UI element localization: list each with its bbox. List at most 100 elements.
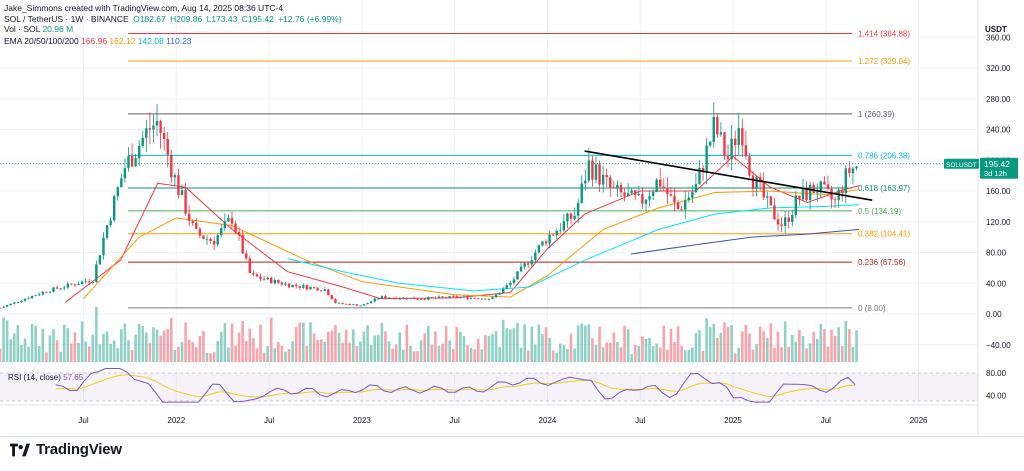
symbol-tag-text: SOLUSDT bbox=[946, 162, 977, 169]
rsi-ma-line bbox=[55, 374, 856, 398]
volume-bar bbox=[294, 327, 298, 362]
volume-bar bbox=[794, 341, 798, 362]
candle-body bbox=[312, 287, 316, 288]
volume-bar bbox=[708, 327, 712, 362]
volume-bar bbox=[291, 341, 294, 362]
volume-bar bbox=[773, 347, 776, 362]
volume-bar bbox=[148, 343, 152, 362]
candle-body bbox=[794, 195, 798, 215]
volume-bar bbox=[387, 341, 391, 362]
volume-bar bbox=[648, 337, 651, 362]
tradingview-brand[interactable]: TradingView bbox=[10, 441, 122, 458]
volume-bar bbox=[362, 331, 366, 362]
candle-body bbox=[502, 288, 505, 294]
candle-body bbox=[298, 286, 301, 288]
volume-bar bbox=[105, 331, 109, 362]
candle-body bbox=[755, 176, 758, 189]
volume-bar bbox=[198, 335, 202, 362]
grid bbox=[0, 0, 979, 436]
volume-bar bbox=[127, 340, 130, 362]
fib-label: 1 (260.39) bbox=[858, 110, 895, 119]
ema100-value: 142.08 bbox=[137, 36, 164, 46]
candle-body bbox=[48, 291, 52, 293]
candle-body bbox=[659, 179, 662, 187]
candle-body bbox=[295, 284, 298, 287]
candle-body bbox=[512, 279, 516, 283]
currency-label: USDT bbox=[985, 25, 1007, 34]
candle-body bbox=[576, 202, 580, 216]
volume-bar bbox=[676, 326, 680, 362]
rsi-tick: 80.00 bbox=[986, 369, 1007, 378]
fib-label: 0.382 (104.41) bbox=[858, 230, 910, 239]
volume-bar bbox=[341, 342, 344, 362]
candle-body bbox=[277, 279, 280, 283]
candle-body bbox=[666, 188, 669, 195]
candle-body bbox=[327, 289, 330, 296]
volume-bar bbox=[12, 333, 16, 362]
volume-bar bbox=[555, 352, 559, 362]
volume-bar bbox=[723, 322, 726, 362]
ohlc-change: +12.76 (+6.99%) bbox=[278, 14, 342, 24]
volume-bar bbox=[580, 323, 584, 362]
volume-bar bbox=[798, 329, 801, 362]
candle-body bbox=[30, 296, 34, 299]
candle-body bbox=[669, 194, 673, 196]
volume-bar bbox=[751, 349, 755, 362]
candle-body bbox=[651, 191, 655, 197]
volume-bar bbox=[669, 328, 673, 362]
volume-bar bbox=[244, 340, 248, 362]
volume-bar bbox=[59, 351, 62, 362]
volume-bar bbox=[219, 331, 223, 362]
candle-body bbox=[434, 297, 437, 299]
volume-bar bbox=[448, 340, 451, 362]
ohlc-close: C195.42 bbox=[241, 14, 274, 24]
candle-body bbox=[758, 176, 762, 183]
candle-body bbox=[687, 197, 690, 201]
ema200-value: 110.23 bbox=[166, 36, 192, 46]
candle-body bbox=[302, 285, 305, 288]
volume-bar bbox=[534, 344, 537, 362]
volume-bar bbox=[137, 324, 141, 362]
candle-body bbox=[155, 121, 159, 126]
candle-body bbox=[459, 297, 462, 298]
volume-bar bbox=[166, 328, 170, 362]
volume-bar bbox=[569, 333, 573, 362]
volume-bar bbox=[398, 332, 402, 362]
ema-legend: EMA 20/50/100/200 166.96 162.12 142.08 1… bbox=[4, 36, 192, 46]
candle-body bbox=[741, 128, 744, 146]
candle-body bbox=[751, 175, 755, 189]
volume-bar bbox=[120, 329, 123, 362]
candle-body bbox=[77, 284, 80, 286]
volume-label: Vol · SOL bbox=[4, 24, 41, 34]
volume-bar bbox=[744, 324, 748, 362]
volume-bar bbox=[673, 342, 676, 362]
candle-body bbox=[98, 255, 102, 265]
candle-body bbox=[80, 281, 84, 285]
candle-body bbox=[52, 287, 55, 292]
candles bbox=[0, 102, 858, 309]
time-tick: 2022 bbox=[167, 416, 185, 425]
volume-bar bbox=[73, 332, 77, 362]
candle-body bbox=[416, 298, 419, 300]
volume-bar bbox=[641, 336, 644, 362]
candle-body bbox=[13, 302, 16, 304]
candle-body bbox=[419, 299, 423, 300]
candle-body bbox=[262, 278, 266, 280]
candle-body bbox=[398, 298, 401, 300]
volume-bar bbox=[391, 348, 394, 362]
volume-bar bbox=[519, 347, 523, 362]
volume-bar bbox=[412, 351, 416, 362]
candle-body bbox=[598, 164, 601, 185]
volume-bar bbox=[80, 321, 84, 362]
volume-bar bbox=[605, 342, 608, 362]
time-tick: Jul bbox=[450, 416, 460, 425]
candle-body bbox=[616, 184, 619, 188]
candle-body bbox=[337, 302, 341, 304]
candle-body bbox=[334, 299, 337, 304]
volume-bar bbox=[0, 348, 2, 362]
volume-bar bbox=[109, 343, 112, 362]
candle-body bbox=[113, 196, 116, 221]
candle-body bbox=[798, 195, 801, 200]
symbol-tag bbox=[944, 158, 979, 169]
